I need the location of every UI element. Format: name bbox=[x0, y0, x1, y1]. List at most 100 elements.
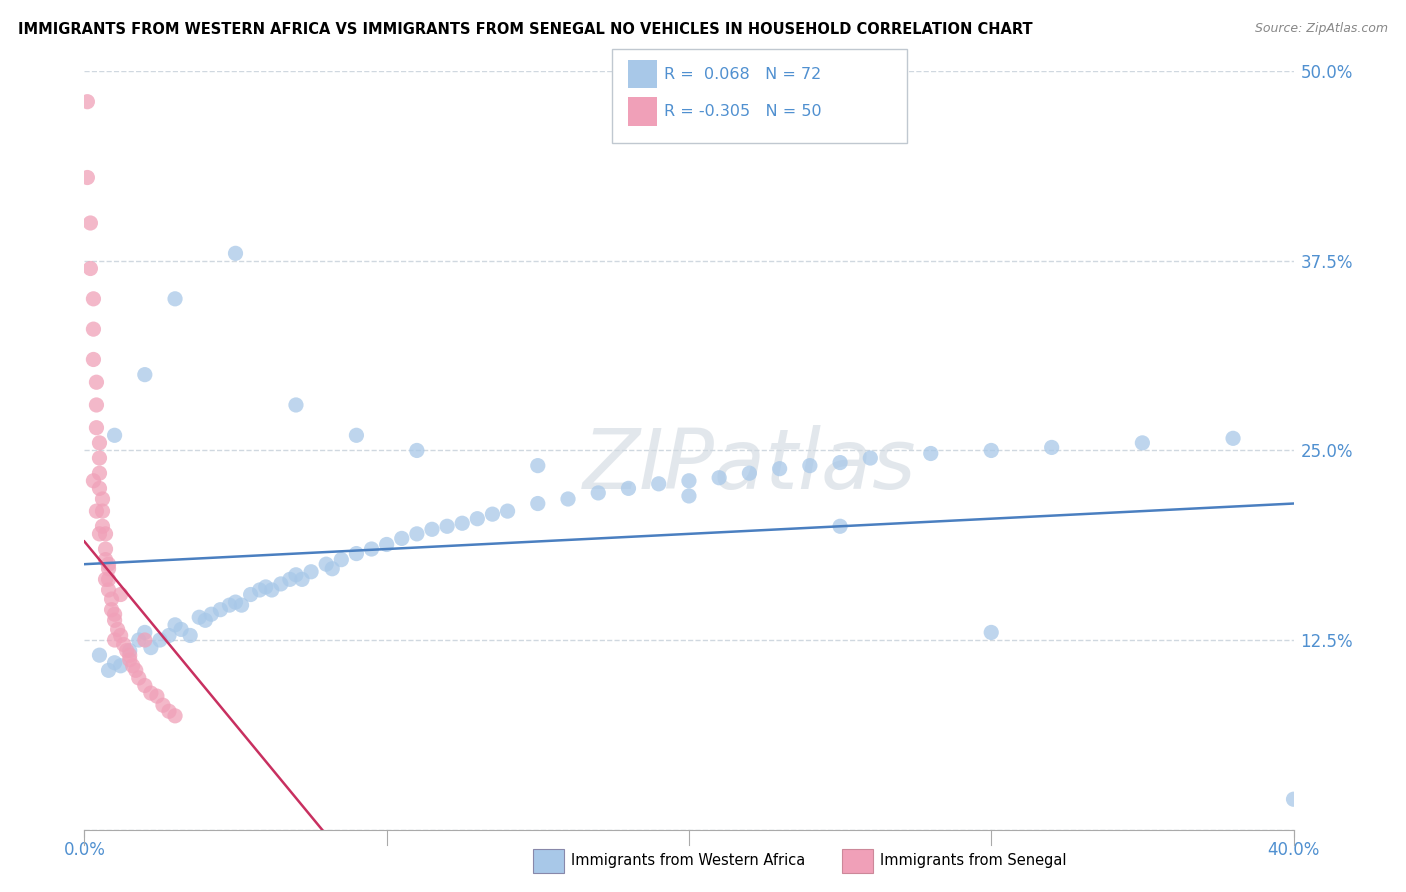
Point bbox=[118, 653, 141, 667]
Point bbox=[91, 504, 114, 518]
Point bbox=[89, 526, 111, 541]
Point bbox=[375, 537, 398, 551]
Point bbox=[648, 476, 671, 491]
Point bbox=[346, 428, 368, 442]
Point bbox=[165, 617, 187, 632]
Point bbox=[89, 451, 111, 466]
Point bbox=[231, 598, 253, 612]
Point bbox=[134, 625, 156, 640]
Point bbox=[110, 588, 132, 602]
Point bbox=[134, 368, 156, 382]
Point bbox=[239, 588, 262, 602]
Text: R =  0.068   N = 72: R = 0.068 N = 72 bbox=[664, 67, 821, 81]
Point bbox=[218, 598, 240, 612]
Point bbox=[100, 592, 122, 607]
Point bbox=[920, 446, 942, 460]
Point bbox=[82, 322, 104, 336]
Point bbox=[617, 482, 640, 496]
Point bbox=[225, 246, 247, 260]
Point bbox=[527, 458, 550, 473]
Point bbox=[79, 261, 101, 276]
Point bbox=[285, 398, 308, 412]
Point bbox=[82, 352, 104, 367]
Point bbox=[139, 640, 162, 655]
Point bbox=[769, 461, 792, 475]
Point bbox=[980, 625, 1002, 640]
Point bbox=[146, 689, 169, 703]
Point bbox=[118, 648, 141, 662]
Text: IMMIGRANTS FROM WESTERN AFRICA VS IMMIGRANTS FROM SENEGAL NO VEHICLES IN HOUSEHO: IMMIGRANTS FROM WESTERN AFRICA VS IMMIGR… bbox=[18, 22, 1033, 37]
Point bbox=[139, 686, 162, 700]
Point bbox=[467, 512, 489, 526]
Point bbox=[97, 562, 120, 576]
Point bbox=[86, 504, 108, 518]
Point bbox=[100, 603, 122, 617]
Point bbox=[406, 526, 429, 541]
Point bbox=[104, 607, 127, 622]
Point bbox=[82, 292, 104, 306]
Point bbox=[110, 628, 132, 642]
Point bbox=[1222, 431, 1244, 445]
Point bbox=[82, 474, 104, 488]
Point bbox=[97, 664, 120, 678]
Point bbox=[149, 633, 172, 648]
Point bbox=[278, 573, 301, 587]
Point bbox=[588, 486, 610, 500]
Point bbox=[179, 628, 201, 642]
Point bbox=[76, 95, 98, 109]
Point bbox=[291, 573, 314, 587]
Point bbox=[97, 582, 120, 597]
Point bbox=[110, 658, 132, 673]
Point bbox=[315, 557, 337, 572]
Point bbox=[346, 547, 368, 561]
Point bbox=[115, 643, 138, 657]
Point bbox=[200, 607, 222, 622]
Point bbox=[94, 542, 117, 557]
Point bbox=[125, 664, 148, 678]
Point bbox=[830, 456, 852, 470]
Point bbox=[76, 170, 98, 185]
Point bbox=[157, 704, 180, 718]
Point bbox=[104, 428, 127, 442]
Point bbox=[451, 516, 474, 531]
Point bbox=[285, 567, 308, 582]
Point bbox=[89, 482, 111, 496]
Point bbox=[859, 451, 882, 466]
Point bbox=[89, 436, 111, 450]
Point bbox=[157, 628, 180, 642]
Point bbox=[188, 610, 211, 624]
Point bbox=[678, 489, 700, 503]
Point bbox=[496, 504, 519, 518]
Point bbox=[104, 656, 127, 670]
Point bbox=[152, 698, 174, 713]
Point bbox=[165, 708, 187, 723]
Point bbox=[260, 582, 283, 597]
Point bbox=[709, 471, 731, 485]
Point bbox=[330, 552, 353, 566]
Point bbox=[209, 603, 232, 617]
Point bbox=[481, 507, 503, 521]
Text: Immigrants from Western Africa: Immigrants from Western Africa bbox=[571, 854, 806, 868]
Point bbox=[1040, 441, 1063, 455]
Point bbox=[321, 562, 343, 576]
Point bbox=[121, 658, 143, 673]
Point bbox=[86, 376, 108, 390]
Point bbox=[194, 613, 217, 627]
Point bbox=[94, 526, 117, 541]
Point bbox=[89, 648, 111, 662]
Point bbox=[97, 573, 120, 587]
Point bbox=[799, 458, 821, 473]
Point bbox=[134, 633, 156, 648]
Point bbox=[738, 467, 761, 481]
Point bbox=[391, 532, 413, 546]
Point bbox=[128, 671, 150, 685]
Point bbox=[360, 542, 382, 557]
Point bbox=[79, 216, 101, 230]
Point bbox=[270, 577, 292, 591]
Point bbox=[104, 613, 127, 627]
Point bbox=[94, 552, 117, 566]
Text: ZIPatlas: ZIPatlas bbox=[582, 425, 917, 506]
Point bbox=[249, 582, 271, 597]
Point bbox=[299, 565, 322, 579]
Point bbox=[86, 398, 108, 412]
